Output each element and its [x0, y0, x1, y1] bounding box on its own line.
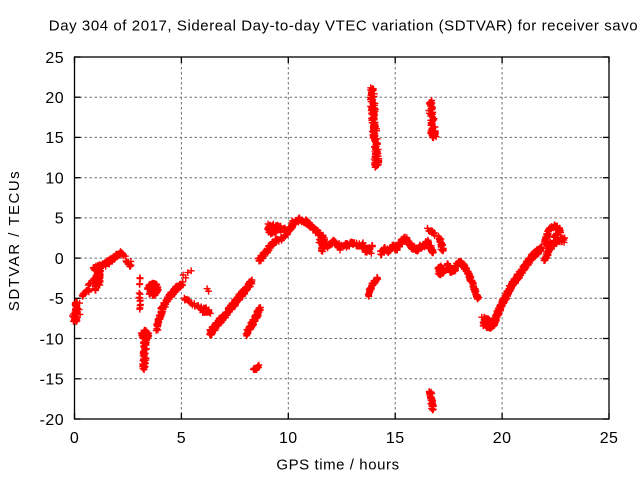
svg-text:-5: -5 [49, 291, 64, 308]
svg-text:0: 0 [55, 251, 64, 268]
svg-text:25: 25 [600, 430, 619, 447]
svg-text:10: 10 [279, 430, 298, 447]
svg-text:SDTVAR / TECUs: SDTVAR / TECUs [6, 170, 23, 311]
svg-text:20: 20 [45, 90, 64, 107]
svg-text:5: 5 [177, 430, 186, 447]
svg-text:20: 20 [493, 430, 512, 447]
svg-text:0: 0 [70, 430, 79, 447]
svg-text:25: 25 [45, 50, 64, 67]
svg-text:-15: -15 [40, 372, 64, 389]
svg-text:-20: -20 [40, 412, 64, 429]
svg-text:GPS time / hours: GPS time / hours [276, 457, 399, 474]
svg-text:Day 304 of 2017, Sidereal Day-: Day 304 of 2017, Sidereal Day-to-day VTE… [49, 17, 638, 34]
svg-text:5: 5 [55, 211, 64, 228]
svg-text:10: 10 [45, 171, 64, 188]
svg-text:-10: -10 [40, 331, 64, 348]
svg-text:15: 15 [45, 130, 64, 147]
svg-text:15: 15 [386, 430, 405, 447]
